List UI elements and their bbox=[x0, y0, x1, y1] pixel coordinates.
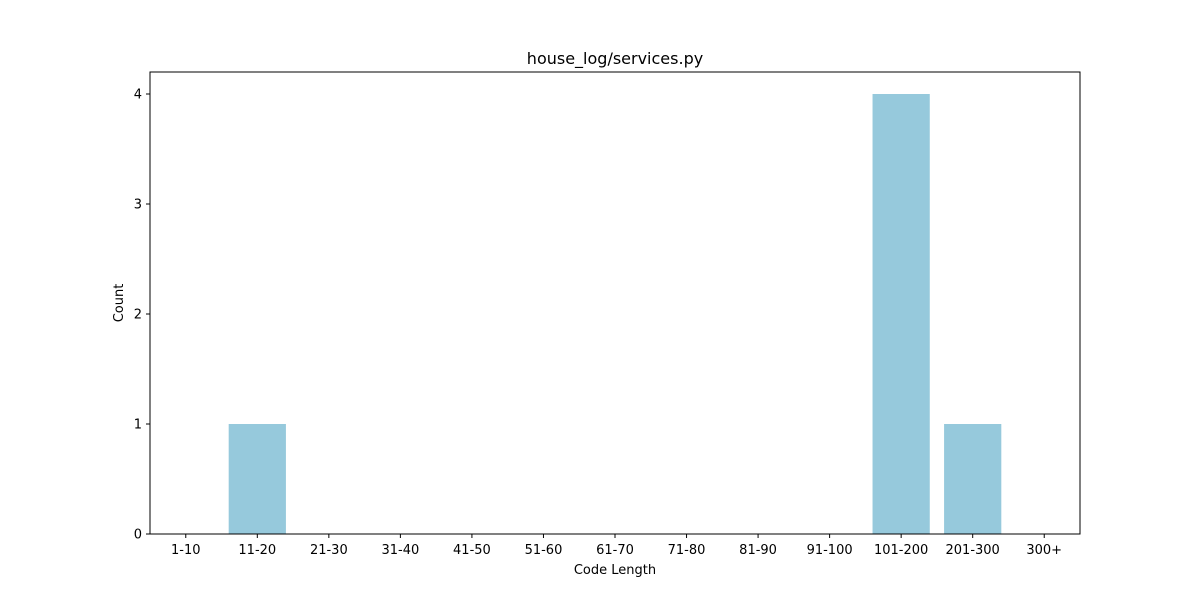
y-tick-label: 1 bbox=[134, 418, 142, 433]
x-tick-label: 31-40 bbox=[381, 543, 419, 558]
x-tick-label: 61-70 bbox=[596, 543, 634, 558]
x-tick-label: 101-200 bbox=[874, 543, 928, 558]
x-tick-label: 71-80 bbox=[668, 543, 706, 558]
x-tick-label: 41-50 bbox=[453, 543, 491, 558]
x-tick-label: 21-30 bbox=[310, 543, 348, 558]
x-tick-label: 91-100 bbox=[807, 543, 853, 558]
x-tick-label: 51-60 bbox=[525, 543, 563, 558]
y-tick-label: 4 bbox=[134, 88, 142, 103]
plot-frame bbox=[149, 71, 1081, 535]
x-tick-label: 300+ bbox=[1026, 543, 1062, 558]
x-tick-label: 11-20 bbox=[238, 543, 276, 558]
bar-201-300 bbox=[944, 424, 1002, 534]
x-tick-label: 201-300 bbox=[946, 543, 1000, 558]
bars bbox=[228, 94, 1002, 534]
bar-101-200 bbox=[872, 94, 930, 534]
y-tick-label: 3 bbox=[134, 198, 142, 213]
x-axis-label: Code Length bbox=[574, 563, 656, 578]
x-axis-ticks: 1-10 11-20 21-30 31-40 41-50 51-60 61-70 71-80 8… bbox=[171, 534, 1062, 558]
y-axis-ticks: 0 1 2 3 4 bbox=[134, 88, 150, 543]
x-tick-label: 81-90 bbox=[739, 543, 777, 558]
chart-title: house_log/services.py bbox=[527, 49, 703, 69]
y-tick-label: 2 bbox=[134, 308, 142, 323]
y-axis-label: Count bbox=[112, 284, 127, 323]
x-tick-label: 1-10 bbox=[171, 543, 201, 558]
y-tick-label: 0 bbox=[134, 528, 142, 543]
bar-11-20 bbox=[228, 424, 286, 534]
